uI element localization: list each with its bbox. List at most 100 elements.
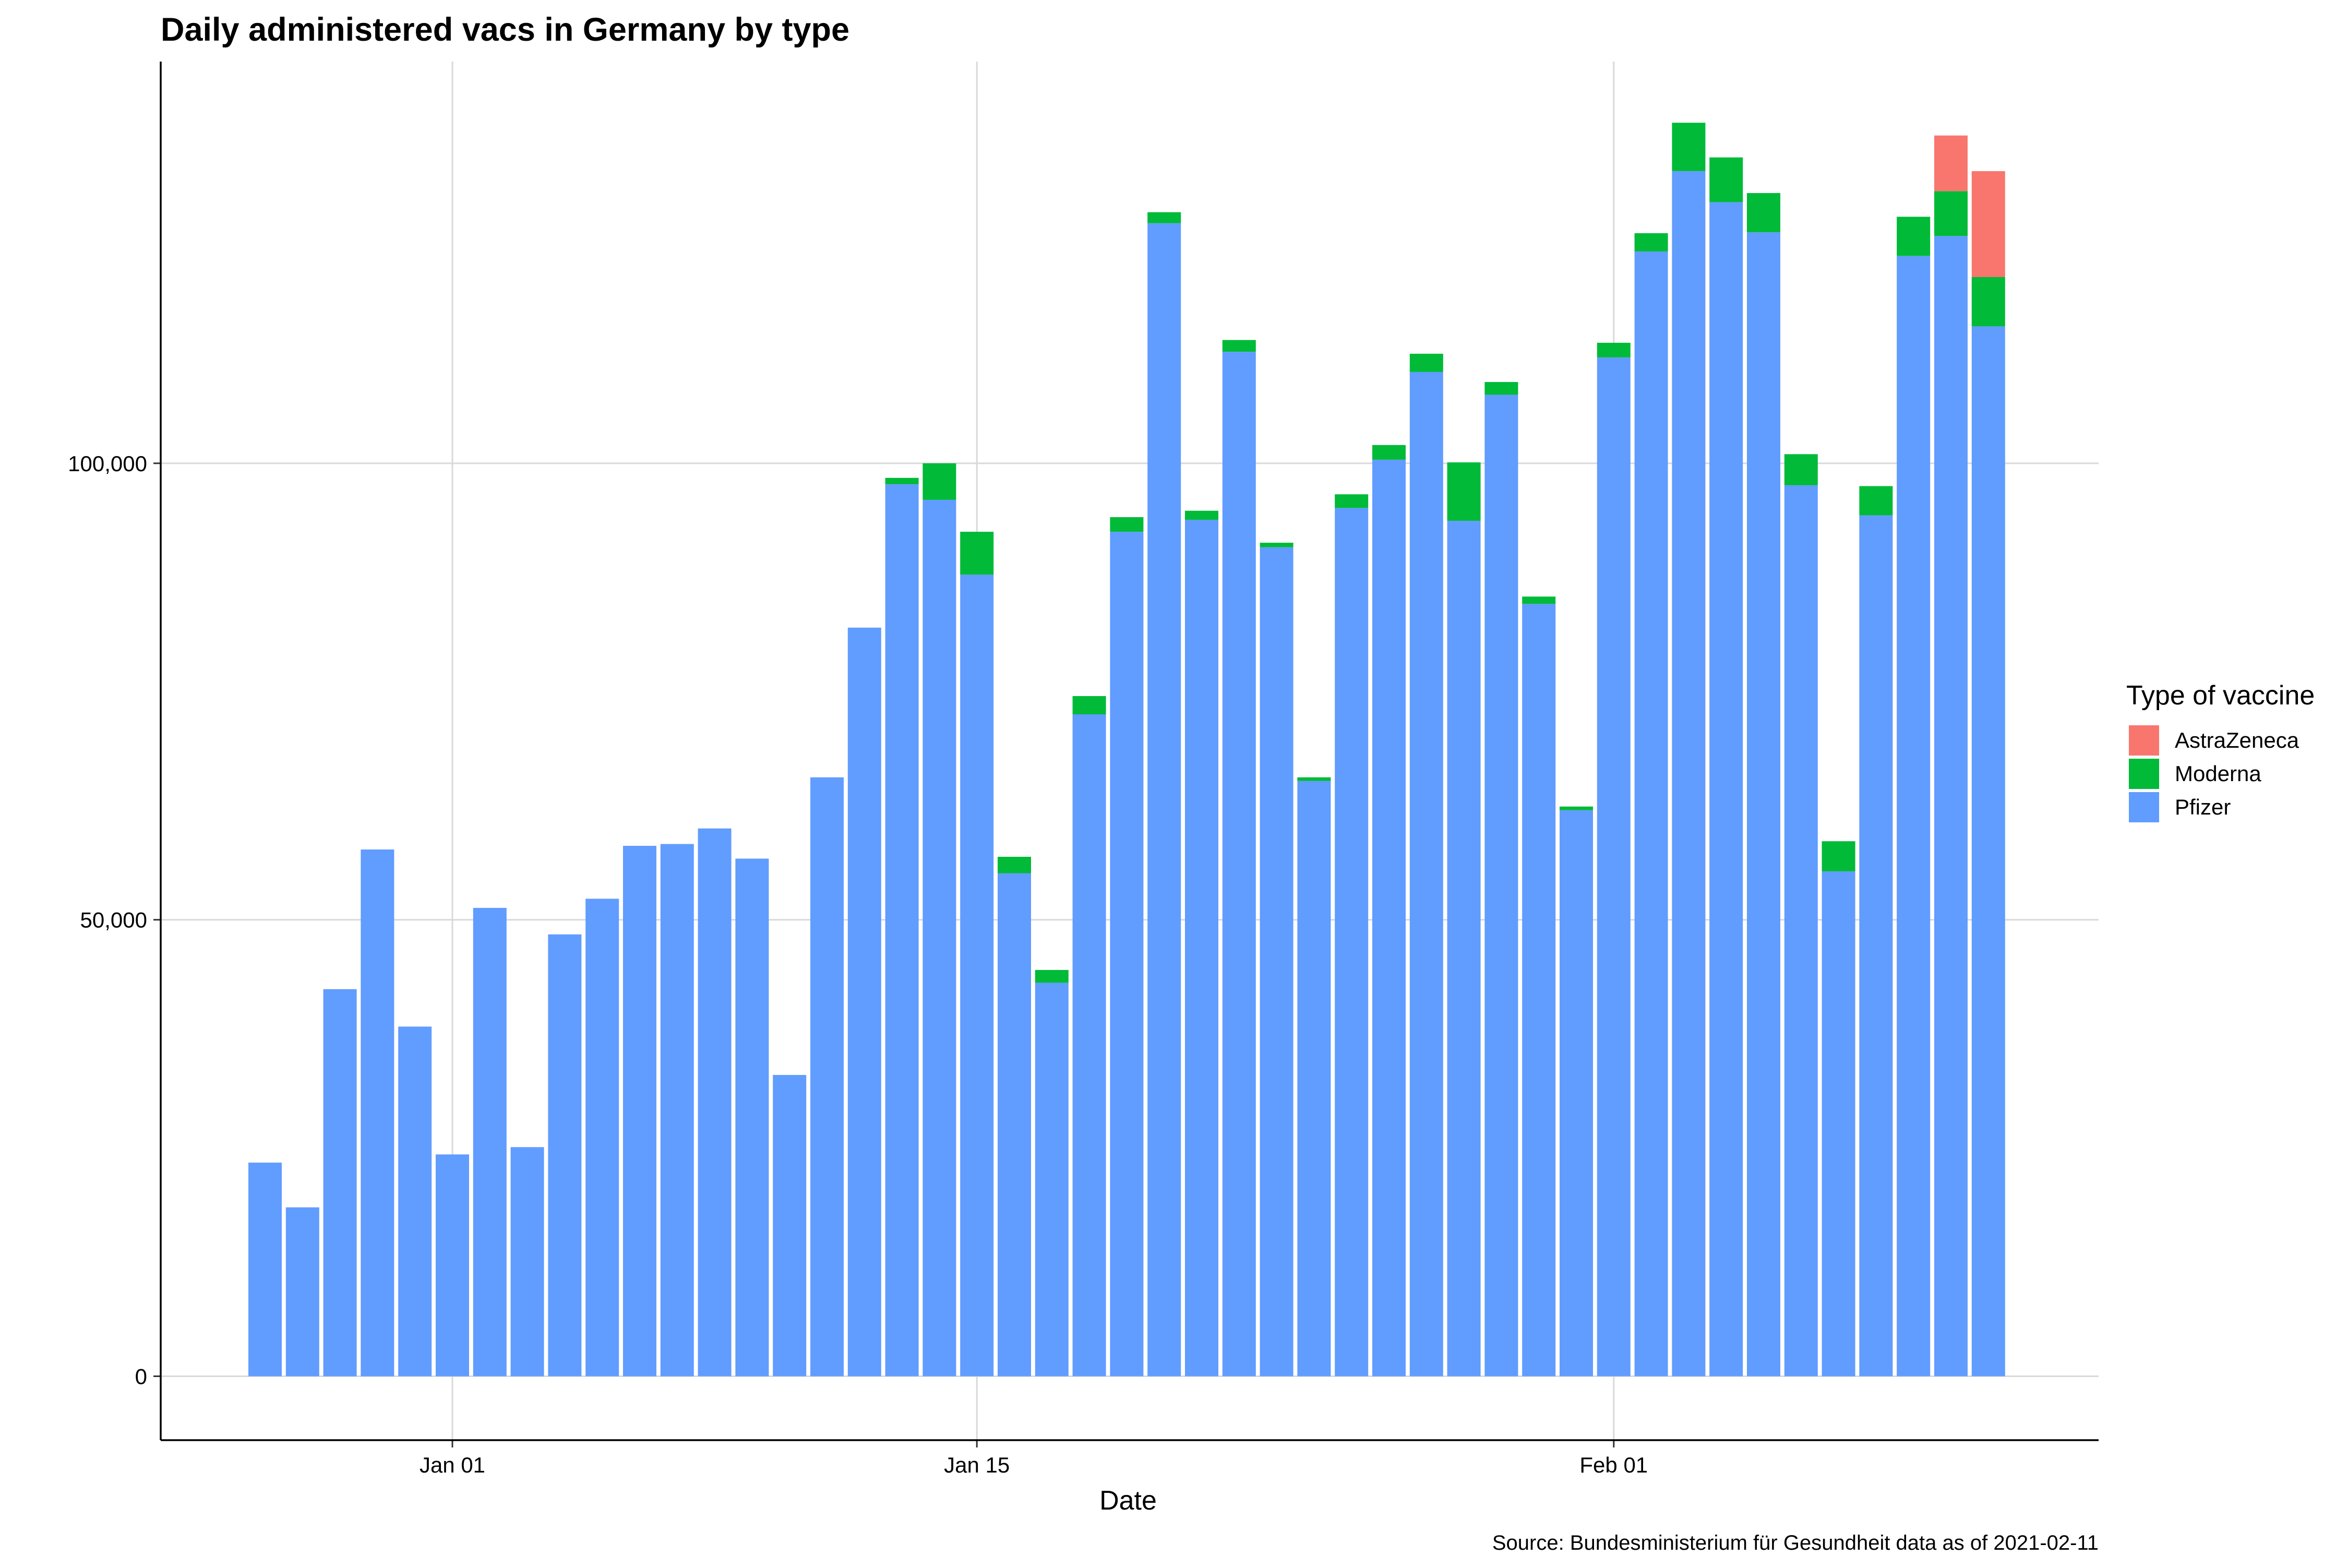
bar-pfizer <box>1072 714 1106 1377</box>
bar-pfizer <box>773 1075 807 1377</box>
bar-moderna <box>1560 806 1593 810</box>
bar-pfizer <box>1672 171 1706 1377</box>
bar-astrazeneca <box>1971 171 2005 277</box>
bar-pfizer <box>285 1207 319 1377</box>
bar-moderna <box>1634 233 1668 252</box>
bar-moderna <box>923 463 956 500</box>
bar-moderna <box>1784 454 1818 485</box>
bar-pfizer <box>1522 604 1556 1377</box>
bar-moderna <box>1709 157 1743 202</box>
legend-key-pfizer <box>2129 792 2159 822</box>
bar-moderna <box>1934 191 1968 236</box>
bar-pfizer <box>323 989 357 1377</box>
legend-label-astrazeneca: AstraZeneca <box>2175 728 2299 752</box>
bar-pfizer <box>1484 394 1518 1377</box>
bar-pfizer <box>623 846 656 1377</box>
bar-moderna <box>1335 494 1369 508</box>
bar-moderna <box>1447 462 1481 521</box>
bar-pfizer <box>1859 515 1893 1377</box>
bar-moderna <box>1897 217 1931 256</box>
bar-pfizer <box>1822 871 1855 1377</box>
bar-pfizer <box>1222 352 1256 1377</box>
bar-pfizer <box>847 627 881 1377</box>
bar-pfizer <box>698 828 732 1377</box>
bar-pfizer <box>436 1154 469 1377</box>
bar-pfizer <box>923 499 956 1377</box>
bar-moderna <box>885 477 919 484</box>
bar-pfizer <box>473 907 507 1377</box>
bar-pfizer <box>735 858 769 1377</box>
bar-moderna <box>1597 342 1631 357</box>
bar-pfizer <box>810 777 844 1377</box>
bar-moderna <box>1147 212 1181 223</box>
bar-moderna <box>1484 382 1518 395</box>
bar-pfizer <box>548 934 582 1377</box>
axes: 0 50,000 100,000 Jan 01 Jan 15 Feb 01 <box>68 62 2099 1477</box>
bar-moderna <box>1297 777 1331 781</box>
bar-moderna <box>1110 517 1144 532</box>
legend-key-moderna <box>2129 759 2159 789</box>
bar-pfizer <box>1709 202 1743 1377</box>
bar-pfizer <box>248 1163 282 1377</box>
chart-title: Daily administered vacs in Germany by ty… <box>161 11 849 48</box>
bar-moderna <box>1822 841 1855 871</box>
y-tick-label: 100,000 <box>68 451 147 476</box>
bar-pfizer <box>1897 256 1931 1377</box>
x-tick-label: Feb 01 <box>1579 1453 1648 1477</box>
bar-pfizer <box>1147 223 1181 1377</box>
bar-pfizer <box>1335 508 1369 1377</box>
bar-pfizer <box>1634 251 1668 1377</box>
bar-pfizer <box>1747 232 1780 1377</box>
x-tick-label: Jan 15 <box>944 1453 1010 1477</box>
x-tick-label: Jan 01 <box>420 1453 485 1477</box>
legend-label-moderna: Moderna <box>2175 761 2261 786</box>
legend-title: Type of vaccine <box>2126 680 2315 711</box>
bar-pfizer <box>1110 532 1144 1377</box>
bar-moderna <box>1222 340 1256 352</box>
bar-moderna <box>1859 486 1893 516</box>
bar-pfizer <box>1185 520 1218 1377</box>
y-tick-label: 0 <box>135 1364 147 1389</box>
bar-pfizer <box>1409 372 1443 1377</box>
bar-moderna <box>1672 123 1706 171</box>
bar-moderna <box>1072 696 1106 714</box>
bar-pfizer <box>398 1026 432 1377</box>
bar-pfizer <box>1297 781 1331 1377</box>
bar-pfizer <box>885 484 919 1377</box>
bar-pfizer <box>960 574 994 1377</box>
bar-moderna <box>1185 510 1218 520</box>
chart-caption: Source: Bundesministerium für Gesundheit… <box>1492 1531 2099 1554</box>
bar-moderna <box>1971 277 2005 327</box>
x-axis-title: Date <box>1099 1486 1157 1516</box>
bar-pfizer <box>361 849 394 1377</box>
bar-pfizer <box>1035 983 1069 1377</box>
bar-moderna <box>1260 543 1293 547</box>
bar-pfizer <box>1560 810 1593 1377</box>
legend-key-astrazeneca <box>2129 725 2159 756</box>
bar-pfizer <box>1784 485 1818 1377</box>
bar-pfizer <box>1372 459 1406 1377</box>
bar-pfizer <box>660 844 694 1377</box>
bar-moderna <box>960 532 994 575</box>
bar-pfizer <box>1934 236 1968 1377</box>
bar-pfizer <box>585 899 619 1377</box>
bar-pfizer <box>1597 357 1631 1377</box>
bar-moderna <box>1409 353 1443 372</box>
legend-label-pfizer: Pfizer <box>2175 795 2231 819</box>
bar-pfizer <box>510 1147 544 1377</box>
y-tick-label: 50,000 <box>80 908 147 932</box>
bar-moderna <box>1372 445 1406 460</box>
bars <box>248 123 2005 1377</box>
bar-moderna <box>1035 969 1069 983</box>
bar-moderna <box>1522 596 1556 604</box>
legend: Type of vaccine AstraZeneca Moderna Pfizer <box>2126 680 2315 822</box>
bar-pfizer <box>1447 521 1481 1377</box>
bar-pfizer <box>1971 326 2005 1377</box>
bar-moderna <box>998 857 1031 873</box>
bar-moderna <box>1747 193 1780 233</box>
bar-pfizer <box>998 873 1031 1377</box>
bar-pfizer <box>1260 547 1293 1377</box>
bar-astrazeneca <box>1934 135 1968 191</box>
